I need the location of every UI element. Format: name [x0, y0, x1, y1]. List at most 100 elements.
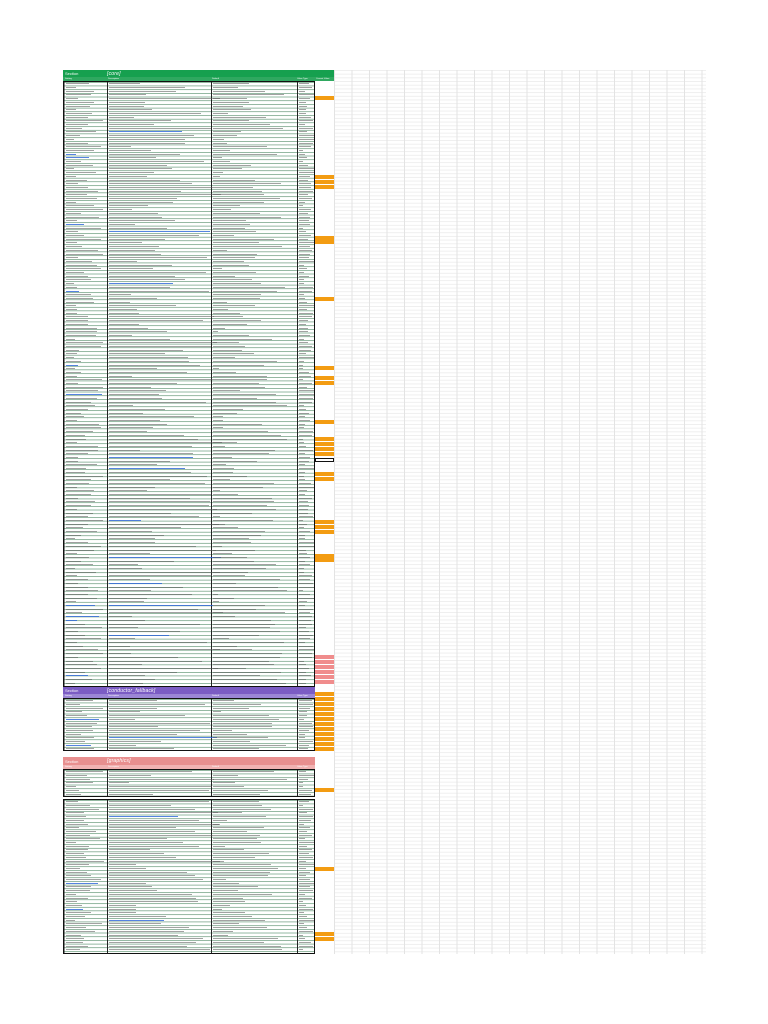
- status-cell-highlight[interactable]: [315, 96, 334, 100]
- status-cell-highlight[interactable]: [315, 712, 334, 716]
- status-cell-highlight[interactable]: [315, 236, 334, 240]
- status-cell-warning[interactable]: [315, 675, 334, 679]
- cell-text: [213, 623, 275, 625]
- cell-text: [66, 401, 91, 403]
- status-cell-highlight[interactable]: [315, 558, 334, 562]
- status-cell-highlight[interactable]: [315, 381, 334, 385]
- cell-text: [299, 718, 304, 720]
- cell-text: [213, 890, 239, 892]
- cell-text: [109, 886, 152, 888]
- cell-text: [109, 593, 192, 595]
- status-cell-highlight[interactable]: [315, 376, 334, 380]
- status-cell-highlight[interactable]: [315, 717, 334, 721]
- status-cell-highlight[interactable]: [315, 722, 334, 726]
- cell-text: [109, 294, 131, 296]
- status-cell-highlight[interactable]: [315, 175, 334, 179]
- status-cell-highlight[interactable]: [315, 937, 334, 941]
- status-cell-highlight[interactable]: [315, 702, 334, 706]
- cell-text: [66, 838, 100, 840]
- status-cell-highlight[interactable]: [315, 732, 334, 736]
- status-cell-highlight[interactable]: [315, 747, 334, 751]
- status-cell-highlight[interactable]: [315, 932, 334, 936]
- cell-text: [109, 601, 144, 603]
- cell-text: [213, 711, 221, 713]
- cell-text: [109, 608, 198, 610]
- cell-text: [299, 420, 311, 422]
- cell-text: [109, 205, 148, 207]
- status-cell-highlight[interactable]: [315, 742, 334, 746]
- cell-text: [213, 390, 240, 392]
- status-cell-highlight[interactable]: [315, 477, 334, 481]
- status-cell-highlight[interactable]: [315, 297, 334, 301]
- status-cell-highlight[interactable]: [315, 530, 334, 534]
- status-cell-warning[interactable]: [315, 660, 334, 664]
- status-cell-highlight[interactable]: [315, 520, 334, 524]
- cell-text: [213, 309, 229, 311]
- status-cell-warning[interactable]: [315, 670, 334, 674]
- cell-text: [66, 582, 79, 584]
- status-cell-warning[interactable]: [315, 655, 334, 659]
- cell-text: [299, 412, 309, 414]
- cell-text: [66, 715, 88, 717]
- cell-text: [66, 608, 104, 610]
- cell-text: [66, 890, 91, 892]
- cell-text: [109, 849, 151, 851]
- cell-text: [66, 571, 97, 573]
- status-cell-highlight[interactable]: [315, 420, 334, 424]
- cell-text: [299, 638, 311, 640]
- cell-text: [66, 853, 84, 855]
- cell-text: [299, 605, 306, 607]
- status-cell-highlight[interactable]: [315, 707, 334, 711]
- cell-text: [66, 408, 89, 410]
- cell-text: [213, 179, 255, 181]
- cell-text: [213, 286, 286, 288]
- cell-text: [66, 223, 84, 225]
- cell-text: [299, 908, 314, 910]
- status-cell-highlight[interactable]: [315, 554, 334, 558]
- status-cell-highlight[interactable]: [315, 727, 334, 731]
- cell-text: [66, 431, 94, 433]
- cell-text: [66, 711, 82, 713]
- section-tag-label: Section: [65, 688, 79, 693]
- status-cell-highlight[interactable]: [315, 867, 334, 871]
- status-cell-highlight[interactable]: [315, 185, 334, 189]
- cell-text: [213, 468, 234, 470]
- cell-text: [66, 649, 99, 651]
- cell-text: [66, 186, 88, 188]
- status-cell-highlight[interactable]: [315, 240, 334, 244]
- status-cell-warning[interactable]: [315, 665, 334, 669]
- graphics-settings-table-b[interactable]: [63, 799, 315, 954]
- cell-text: [109, 707, 158, 709]
- status-cell-highlight[interactable]: [315, 366, 334, 370]
- status-cell-highlight[interactable]: [315, 525, 334, 529]
- status-cell-highlight[interactable]: [315, 180, 334, 184]
- cell-text: [299, 923, 305, 925]
- cell-text: [109, 264, 172, 266]
- status-cell-highlight[interactable]: [315, 472, 334, 476]
- cell-text: [213, 486, 263, 488]
- graphics-settings-table-a[interactable]: [63, 769, 315, 797]
- cell-text: [66, 801, 78, 803]
- cell-text: [109, 275, 175, 277]
- cell-text: [213, 331, 218, 333]
- status-cell-highlight[interactable]: [315, 737, 334, 741]
- cell-text: [109, 782, 130, 784]
- core-settings-table[interactable]: [63, 81, 315, 687]
- cell-text: [109, 700, 158, 702]
- status-cell-highlight[interactable]: [315, 437, 334, 441]
- status-cell-highlight[interactable]: [315, 442, 334, 446]
- cell-text: [109, 775, 151, 777]
- cell-text: [299, 260, 314, 262]
- cell-text: [299, 172, 314, 174]
- conductor-settings-table[interactable]: [63, 698, 315, 751]
- status-cell-highlight[interactable]: [315, 697, 334, 701]
- status-cell-highlight[interactable]: [315, 788, 334, 792]
- empty-cell-grid[interactable]: [334, 70, 706, 954]
- status-cell-warning[interactable]: [315, 680, 334, 684]
- status-cell-highlight[interactable]: [315, 447, 334, 451]
- selected-cell[interactable]: [315, 458, 334, 462]
- status-cell-highlight[interactable]: [315, 692, 334, 696]
- status-cell-highlight[interactable]: [315, 452, 334, 456]
- cell-text: [213, 205, 241, 207]
- cell-text: [299, 934, 304, 936]
